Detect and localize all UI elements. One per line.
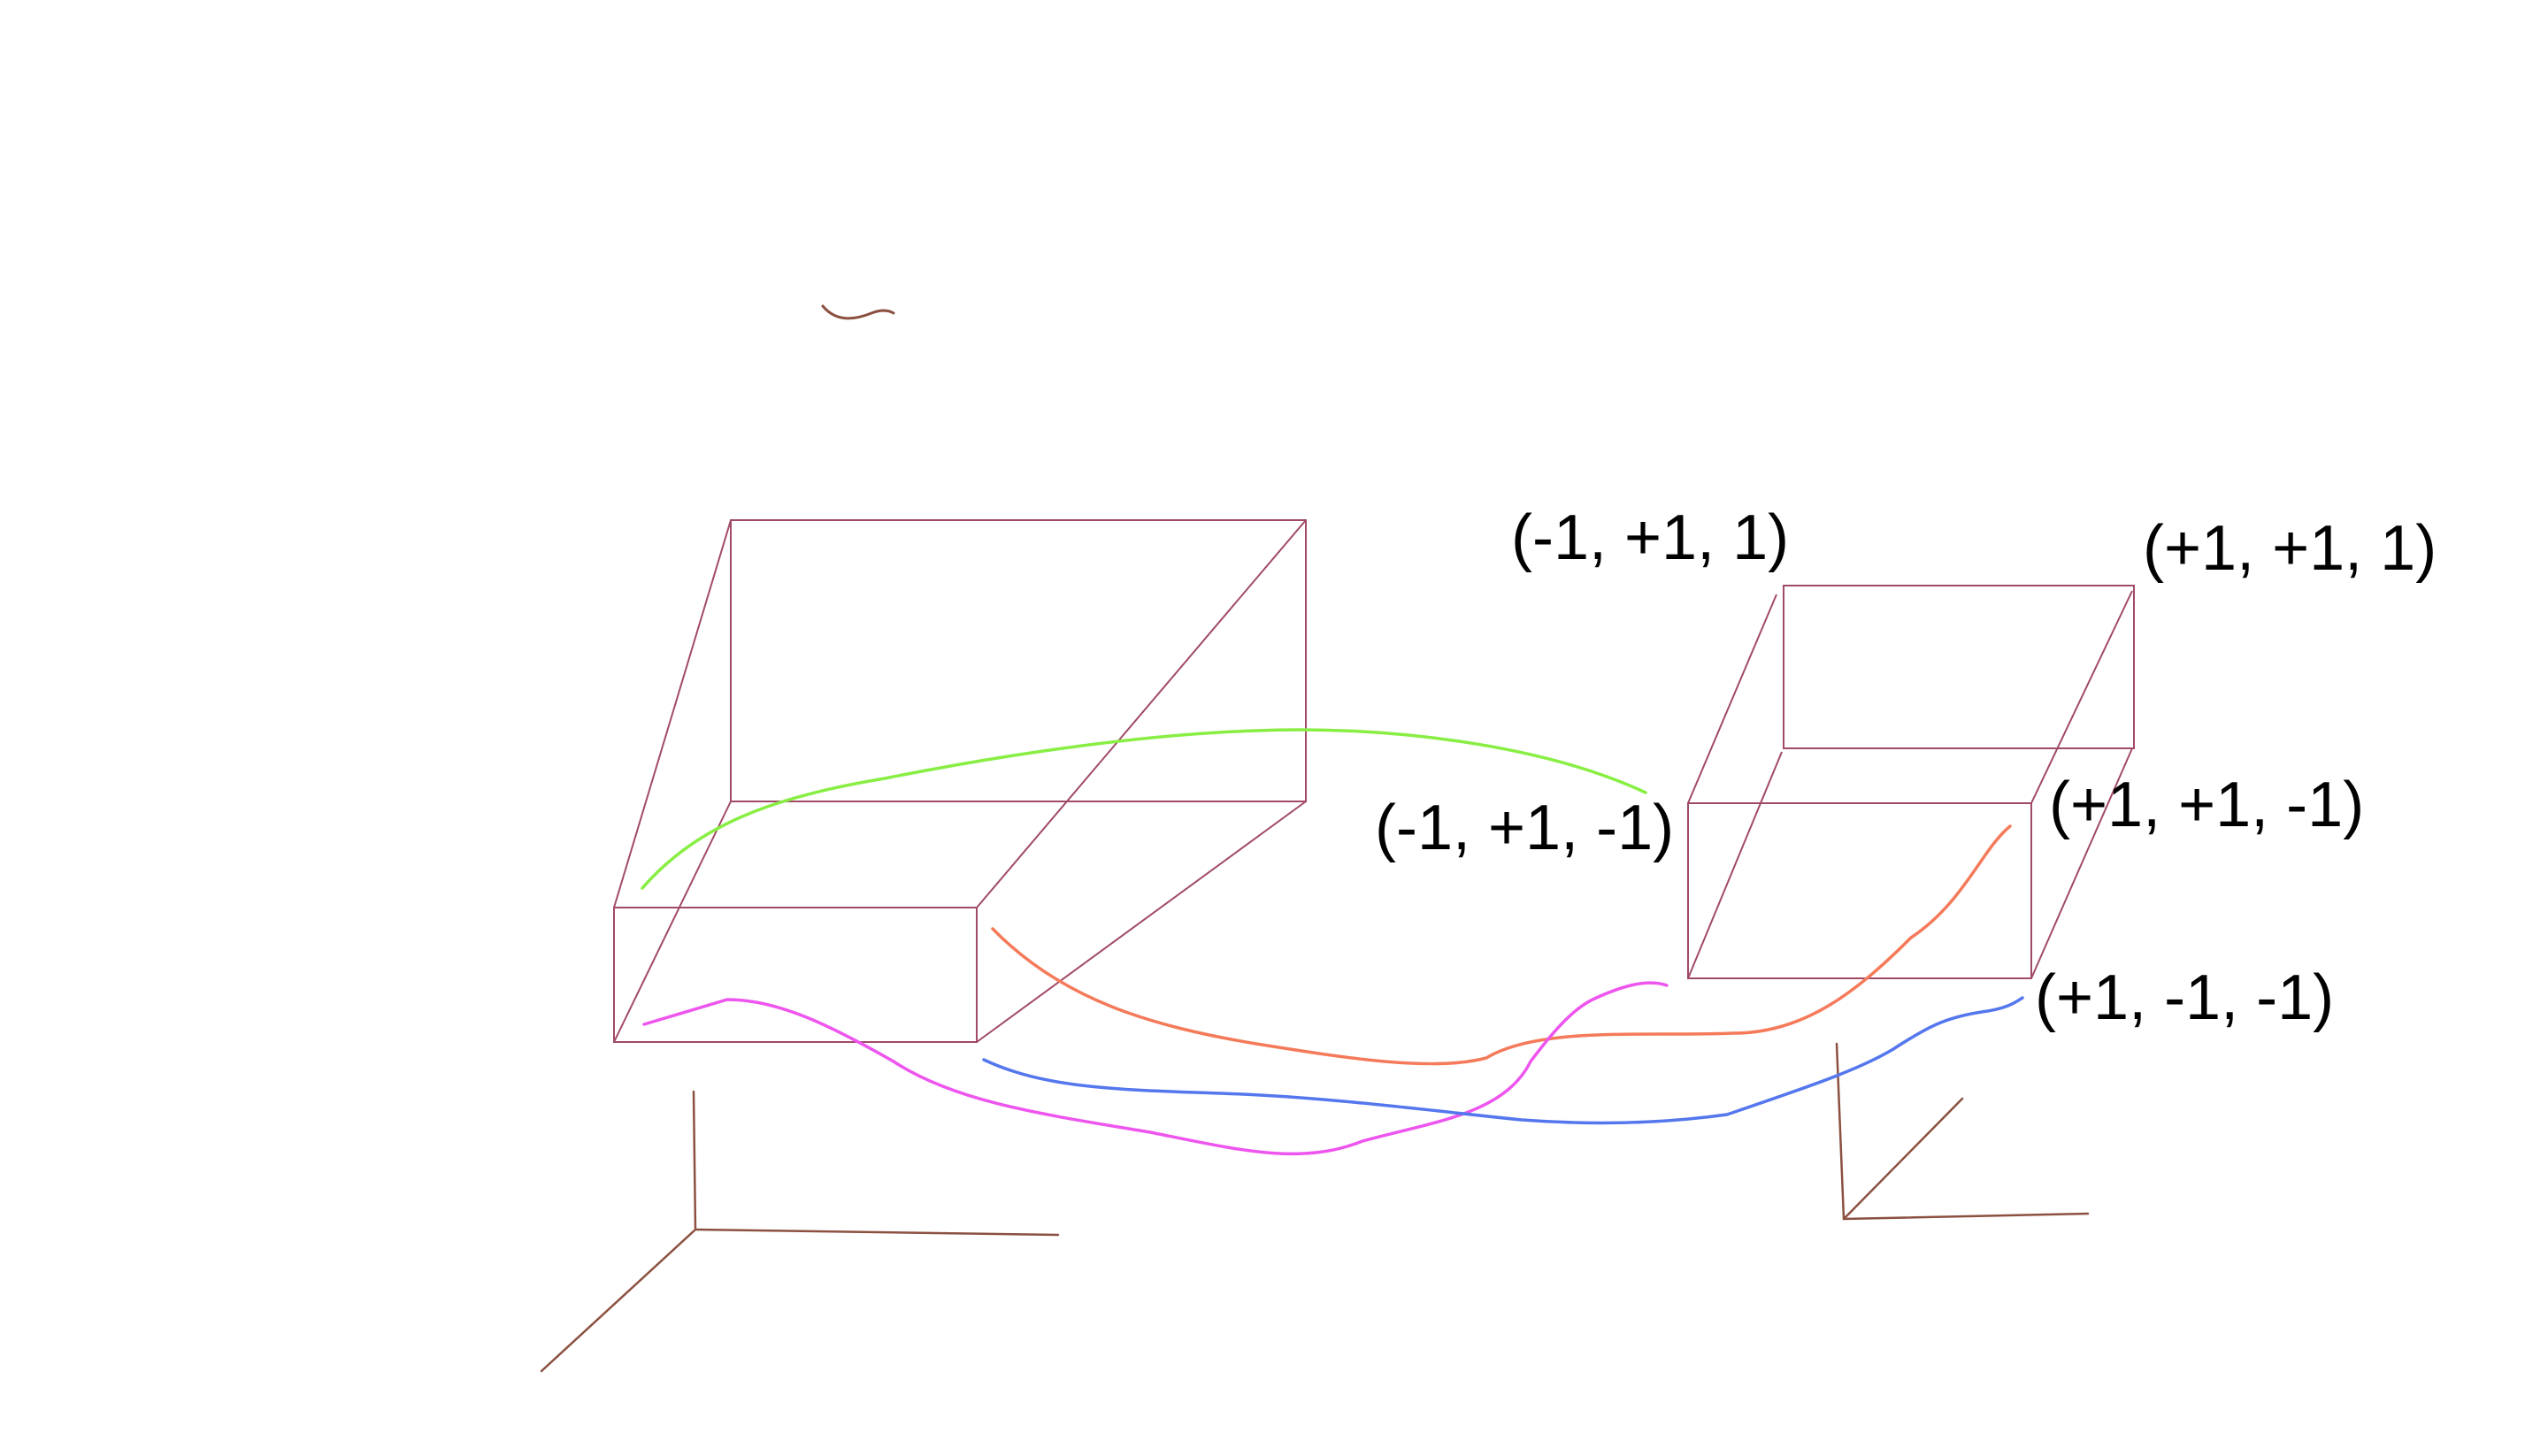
left-box-edge	[613, 801, 732, 1043]
right-box	[1687, 585, 2135, 979]
blue-curve	[982, 996, 2024, 1125]
left-axis-depth	[540, 1228, 697, 1373]
magenta-curve	[642, 981, 1669, 1156]
left-axis-vertical	[692, 1090, 697, 1231]
right-axis-vertical	[1835, 1042, 1846, 1221]
right-axis-horizontal	[1842, 1212, 2090, 1221]
left-box-edge	[613, 519, 732, 908]
green-curve	[641, 728, 1647, 890]
corner-label-pos1-pos1-neg1: (+1, +1, -1)	[2049, 770, 2365, 840]
left-axes	[540, 1090, 1060, 1373]
right-box-edge	[1687, 594, 1777, 804]
right-box-back-face	[1783, 585, 2135, 749]
right-box-edge	[2030, 747, 2133, 979]
right-box-edge	[2030, 590, 2133, 804]
corner-label-neg1-pos1-neg1: (-1, +1, -1)	[1375, 793, 1675, 863]
left-box	[613, 519, 1307, 1043]
corner-label-pos1-neg1-neg1: (+1, -1, -1)	[2035, 962, 2335, 1033]
left-box-edge	[976, 801, 1307, 1043]
right-axes	[1835, 1042, 2090, 1221]
tilde-squiggle	[821, 304, 895, 320]
left-box-front-face	[613, 907, 978, 1043]
right-axis-depth	[1842, 1097, 1964, 1221]
orange-curve	[991, 824, 2012, 1066]
left-box-back-face	[730, 519, 1307, 802]
right-box-edge	[1687, 751, 1783, 979]
right-box-front-face	[1687, 802, 2032, 979]
corner-label-neg1-pos1-pos1: (-1, +1, 1)	[1511, 502, 1790, 573]
left-axis-horizontal	[694, 1228, 1060, 1237]
corner-label-pos1-pos1-pos1: (+1, +1, 1)	[2143, 513, 2437, 584]
left-box-edge	[976, 519, 1307, 908]
